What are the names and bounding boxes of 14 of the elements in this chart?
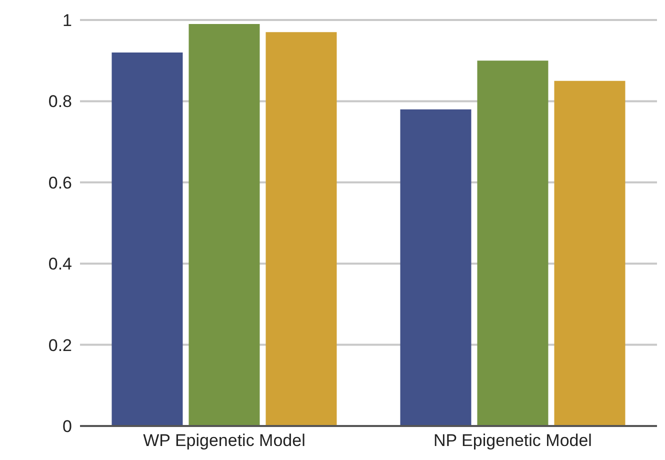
bar <box>400 109 472 426</box>
y-tick-label: 0 <box>62 417 72 436</box>
bar <box>112 52 183 426</box>
y-tick-label: 0.8 <box>48 92 72 112</box>
y-tick-label: 0.4 <box>48 254 72 274</box>
bar <box>477 60 548 426</box>
y-tick-label: 0.2 <box>48 336 72 355</box>
bar <box>188 24 260 426</box>
bar <box>554 80 626 426</box>
y-tick-label: 1 <box>62 11 72 30</box>
x-tick-label: NP Epigenetic Model <box>434 431 592 450</box>
bar <box>266 32 337 426</box>
y-tick-label: 0.6 <box>48 173 72 192</box>
x-tick-label: WP Epigenetic Model <box>143 431 306 450</box>
